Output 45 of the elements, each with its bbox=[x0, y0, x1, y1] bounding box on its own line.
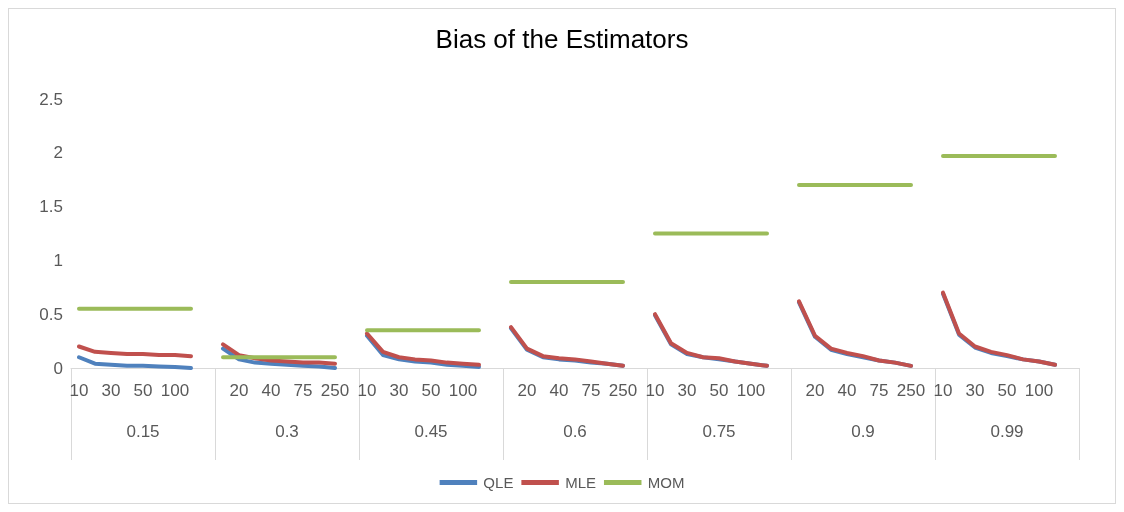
text: 0.99 bbox=[990, 422, 1024, 441]
x-tick-label: 40 bbox=[261, 381, 281, 400]
x-tick-label: 40 bbox=[549, 381, 569, 400]
x-tick-label: 20 bbox=[517, 381, 537, 400]
x-tick-label: 10 bbox=[69, 381, 89, 400]
x-tick-label: 50 bbox=[709, 381, 729, 400]
legend-label: QLE bbox=[483, 474, 514, 491]
chart-title: Bias of the Estimators bbox=[435, 24, 689, 54]
x-tick-label: 75 bbox=[293, 381, 313, 400]
x-tick-label: 50 bbox=[421, 381, 441, 400]
x-tick-label: 20 bbox=[805, 381, 825, 400]
x-tick-label: 20 bbox=[229, 381, 249, 400]
x-tick-label: 100 bbox=[160, 381, 190, 400]
x-tick-label: 30 bbox=[389, 381, 409, 400]
x-tick-label: 40 bbox=[837, 381, 857, 400]
y-tick-label: 2 bbox=[53, 143, 63, 163]
x-tick-label: 100 bbox=[1024, 381, 1054, 400]
y-tick-label: 2.5 bbox=[39, 89, 63, 109]
legend-label: MOM bbox=[647, 474, 685, 491]
x-tick-label: 75 bbox=[869, 381, 889, 400]
x-tick-label: 100 bbox=[448, 381, 478, 400]
text: 0.75 bbox=[702, 422, 736, 441]
text: 0.3 bbox=[275, 422, 299, 441]
x-tick-label: 30 bbox=[965, 381, 985, 400]
x-tick-label: 75 bbox=[581, 381, 601, 400]
x-tick-label: 50 bbox=[997, 381, 1017, 400]
x-tick-label: 30 bbox=[101, 381, 121, 400]
x-tick-label: 10 bbox=[645, 381, 665, 400]
y-tick-label: 0.5 bbox=[39, 304, 63, 324]
x-tick-label: 10 bbox=[933, 381, 953, 400]
y-tick-label: 0 bbox=[53, 358, 63, 378]
text: 0.15 bbox=[126, 422, 160, 441]
y-tick-label: 1.5 bbox=[39, 197, 63, 217]
text: 0.9 bbox=[851, 422, 875, 441]
text: 0.6 bbox=[563, 422, 587, 441]
y-tick-label: 1 bbox=[53, 250, 63, 270]
legend-label: MLE bbox=[565, 474, 596, 491]
x-tick-label: 250 bbox=[608, 381, 638, 400]
x-tick-label: 250 bbox=[320, 381, 350, 400]
x-tick-label: 100 bbox=[736, 381, 766, 400]
x-tick-label: 10 bbox=[357, 381, 377, 400]
x-tick-label: 30 bbox=[677, 381, 697, 400]
x-tick-label: 50 bbox=[133, 381, 153, 400]
x-tick-label: 250 bbox=[896, 381, 926, 400]
text: 0.45 bbox=[414, 422, 448, 441]
